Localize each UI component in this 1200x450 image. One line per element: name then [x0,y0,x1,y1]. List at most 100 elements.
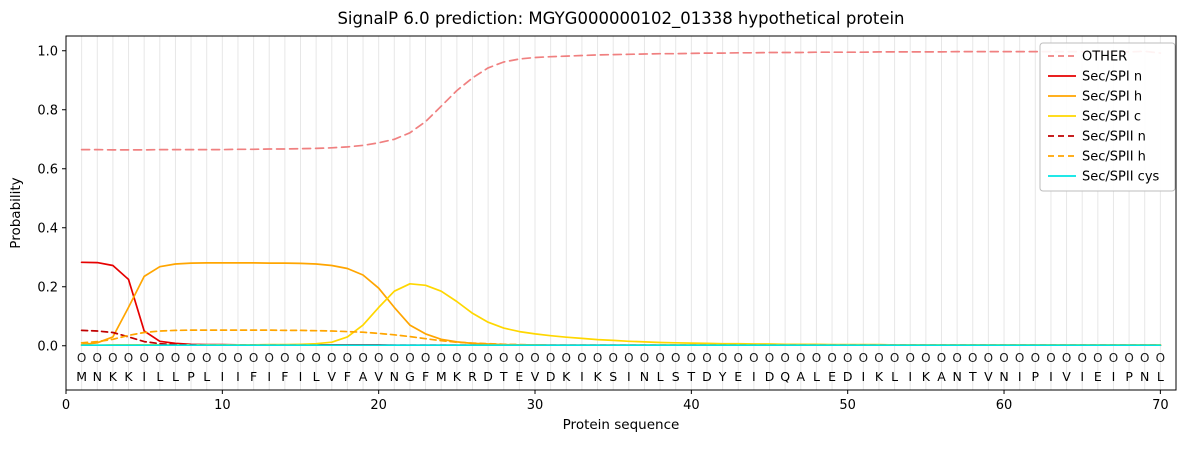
y-tick-label: 0.6 [37,162,58,177]
svg-text:O: O [671,351,680,365]
svg-text:O: O [1062,351,1071,365]
x-tick-label: 30 [527,398,544,413]
svg-text:O: O [1077,351,1086,365]
svg-text:I: I [299,369,303,384]
svg-text:O: O [218,351,227,365]
svg-text:P: P [1125,369,1133,384]
svg-text:S: S [672,369,680,384]
x-tick-label: 60 [996,398,1013,413]
y-tick-label: 0.0 [37,339,58,354]
svg-text:K: K [453,369,462,384]
svg-text:O: O [812,351,821,365]
y-tick-label: 0.2 [37,280,58,295]
svg-text:O: O [233,351,242,365]
svg-text:N: N [93,369,102,384]
svg-text:I: I [580,369,584,384]
svg-text:G: G [405,369,415,384]
svg-text:T: T [687,369,696,384]
svg-text:O: O [280,351,289,365]
series-line-sec-spi-c [80,282,1162,347]
svg-text:O: O [577,351,586,365]
x-tick-label: 70 [1152,398,1169,413]
svg-text:O: O [718,351,727,365]
svg-text:O: O [436,351,445,365]
svg-text:K: K [562,369,571,384]
legend-entry-label: Sec/SPII h [1082,150,1146,165]
x-tick-label: 0 [62,398,70,413]
svg-text:I: I [1080,369,1084,384]
svg-text:I: I [908,369,912,384]
svg-text:F: F [281,369,288,384]
svg-text:O: O [77,351,86,365]
svg-text:O: O [608,351,617,365]
svg-text:O: O [1140,351,1149,365]
x-tick-label: 20 [370,398,387,413]
svg-text:O: O [202,351,211,365]
svg-text:O: O [921,351,930,365]
svg-text:E: E [1094,369,1102,384]
legend-entry-label: Sec/SPII n [1082,130,1146,145]
svg-text:K: K [124,369,133,384]
series-line-sec-spi-n [80,261,1162,347]
svg-text:K: K [875,369,884,384]
svg-text:O: O [1156,351,1165,365]
svg-text:I: I [236,369,240,384]
svg-text:O: O [952,351,961,365]
svg-text:O: O [1109,351,1118,365]
svg-text:O: O [93,351,102,365]
svg-text:O: O [421,351,430,365]
svg-text:O: O [265,351,274,365]
svg-text:D: D [843,369,853,384]
svg-text:O: O [780,351,789,365]
svg-text:O: O [155,351,164,365]
y-tick-label: 0.4 [37,221,58,236]
svg-text:O: O [108,351,117,365]
svg-text:P: P [187,369,195,384]
svg-text:D: D [546,369,556,384]
svg-text:V: V [984,369,993,384]
svg-text:F: F [344,369,351,384]
svg-text:S: S [609,369,617,384]
svg-text:K: K [109,369,118,384]
x-tick-label: 50 [839,398,856,413]
svg-text:O: O [530,351,539,365]
svg-text:N: N [640,369,649,384]
svg-text:A: A [359,369,368,384]
svg-text:O: O [311,351,320,365]
svg-text:E: E [734,369,742,384]
svg-text:P: P [1032,369,1040,384]
svg-text:D: D [483,369,493,384]
svg-text:V: V [327,369,336,384]
svg-text:I: I [267,369,271,384]
svg-text:O: O [1046,351,1055,365]
legend-entry-label: Sec/SPI h [1082,90,1142,105]
svg-text:O: O [984,351,993,365]
svg-text:L: L [657,369,664,384]
svg-text:O: O [343,351,352,365]
svg-text:L: L [813,369,820,384]
svg-text:N: N [1140,369,1149,384]
svg-text:A: A [937,369,946,384]
svg-text:O: O [843,351,852,365]
svg-text:V: V [531,369,540,384]
series-line-sec-spi-h [80,262,1162,347]
svg-text:M: M [436,369,447,384]
legend-entry-label: OTHER [1082,50,1127,65]
svg-text:I: I [861,369,865,384]
svg-text:O: O [796,351,805,365]
svg-text:L: L [172,369,179,384]
svg-text:O: O [249,351,258,365]
svg-text:O: O [827,351,836,365]
svg-text:V: V [374,369,383,384]
svg-text:O: O [405,351,414,365]
svg-text:O: O [734,351,743,365]
legend-box [1039,42,1176,192]
residue-gridlines [81,36,1161,390]
svg-text:E: E [515,369,523,384]
svg-text:O: O [890,351,899,365]
svg-text:L: L [156,369,163,384]
svg-text:O: O [859,351,868,365]
x-tick-label: 40 [683,398,700,413]
